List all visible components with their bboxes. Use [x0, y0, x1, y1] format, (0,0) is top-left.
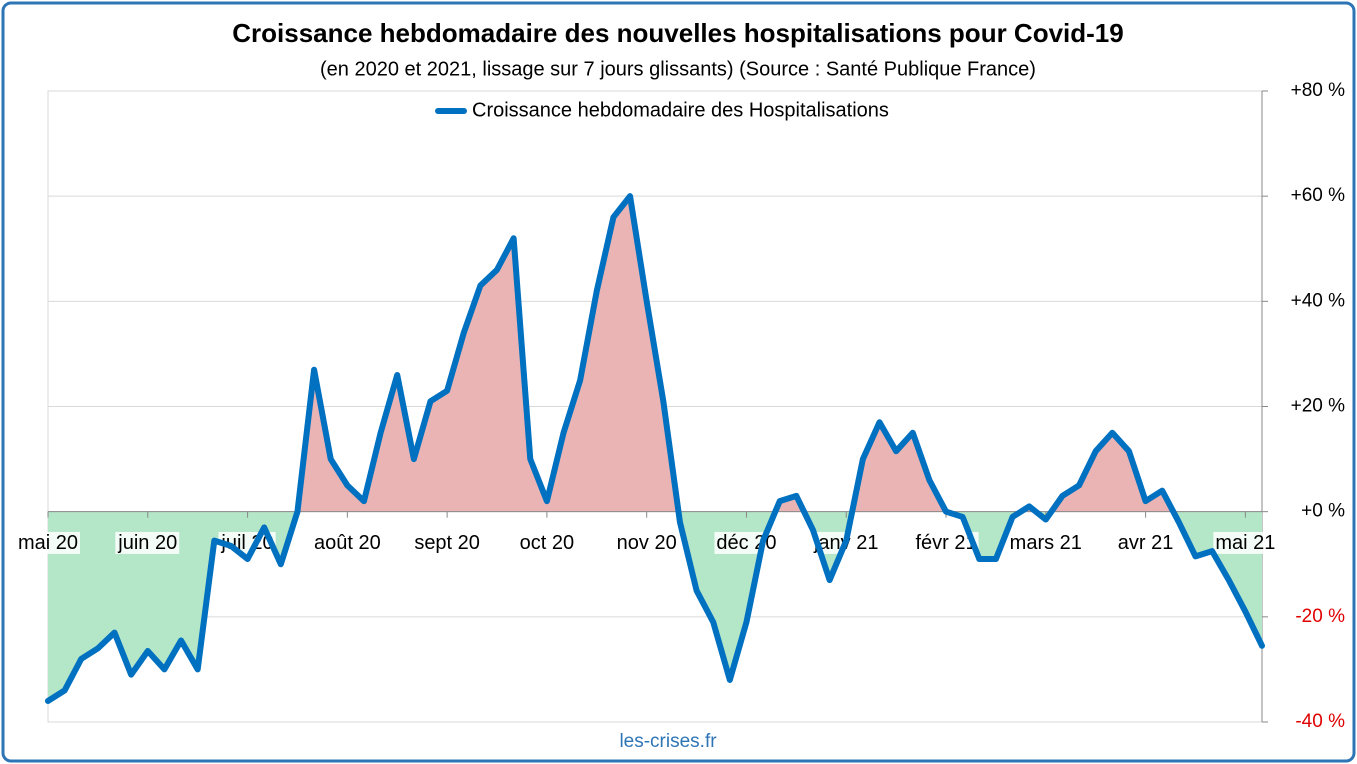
chart-title: Croissance hebdomadaire des nouvelles ho… [232, 18, 1123, 48]
x-tick-label: mai 20 [18, 532, 78, 554]
y-tick-label: +60 % [1291, 185, 1346, 206]
source: les-crises.fr [619, 731, 717, 752]
y-tick-label: +80 % [1291, 80, 1346, 101]
x-tick-label: août 20 [314, 532, 381, 554]
x-label-bg [1115, 531, 1176, 554]
x-tick-label: juin 20 [117, 532, 177, 554]
x-label-bg [913, 531, 979, 554]
y-tick-label: -20 % [1295, 606, 1345, 627]
x-label-bg [15, 531, 81, 554]
y-tick-label: -40 % [1295, 711, 1345, 732]
x-tick-label: oct 20 [520, 532, 574, 554]
line [45, 193, 1265, 704]
legend-label: Croissance hebdomadaire des Hospitalisat… [472, 99, 889, 121]
x-label-bg [1007, 531, 1084, 554]
x-tick-label: mai 21 [1215, 532, 1275, 554]
x-label-bg [115, 531, 180, 554]
y-tick-label: +20 % [1291, 396, 1346, 417]
x-tick-label: févr 21 [915, 532, 976, 554]
y-tick-label: +40 % [1291, 290, 1346, 311]
negative-area [48, 511, 1262, 701]
x-label-bg [1213, 531, 1278, 554]
x-label-bg [614, 531, 679, 554]
y-tick-label: +0 % [1301, 501, 1345, 522]
x-label-bg [412, 531, 482, 554]
x-tick-label: avr 21 [1118, 532, 1174, 554]
x-label-bg [311, 531, 383, 554]
chart-subtitle: (en 2020 et 2021, lissage sur 7 jours gl… [320, 58, 1036, 80]
x-tick-label: nov 20 [617, 532, 677, 554]
x-tick-label: sept 20 [414, 532, 480, 554]
x-label-bg [517, 531, 577, 554]
x-tick-label: mars 21 [1010, 532, 1082, 554]
